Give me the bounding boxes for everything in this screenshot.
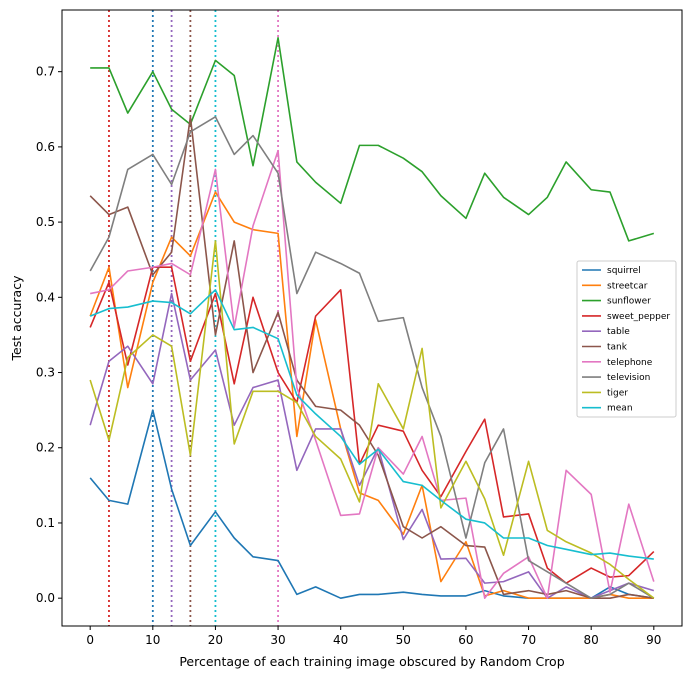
x-axis-label: Percentage of each training image obscur…: [179, 654, 564, 669]
legend-label: streetcar: [607, 281, 648, 291]
series-lines: [89, 37, 655, 599]
legend-label: sweet_pepper: [607, 312, 670, 322]
y-axis-label: Test accuracy: [9, 275, 24, 362]
x-tick-label: 10: [145, 633, 160, 647]
legend-label: telephone: [607, 358, 653, 368]
x-tick-label: 20: [208, 633, 223, 647]
x-axis: 0 10 20 30 40 50 60 70 80 90: [86, 626, 661, 647]
legend-entry-tank: tank: [582, 343, 628, 353]
legend-label: television: [607, 373, 650, 383]
x-tick-label: 50: [396, 633, 411, 647]
legend-entry-table: table: [582, 327, 630, 337]
y-tick-label: 0.3: [36, 366, 55, 380]
legend-label: table: [607, 327, 630, 337]
y-axis: 0.0 0.1 0.2 0.3 0.4 0.5 0.6 0.7: [36, 65, 62, 605]
legend-entry-tiger: tiger: [582, 388, 628, 398]
plot-area-frame: [61, 9, 683, 627]
x-tick-label: 70: [521, 633, 536, 647]
legend-label: tank: [607, 343, 628, 353]
series-line-television: [89, 116, 655, 599]
y-tick-label: 0.4: [36, 290, 55, 304]
series-line-telephone: [90, 149, 655, 599]
series-line-mean: [89, 288, 654, 560]
x-tick-label: 80: [584, 633, 599, 647]
legend-entry-mean: mean: [582, 404, 633, 414]
legend-entry-telephone: telephone: [582, 358, 653, 368]
legend-entry-sunflower: sunflower: [582, 297, 651, 307]
legend-entry-streetcar: streetcar: [582, 281, 648, 291]
series-line-sunflower: [90, 37, 655, 242]
legend-label: tiger: [607, 388, 628, 398]
legend-frame: [576, 260, 677, 418]
series-line-tiger: [89, 240, 655, 599]
legend: squirrel streetcar sunflower sweet_pepperta…: [576, 260, 677, 418]
y-tick-label: 0.6: [36, 140, 55, 154]
legend-entry-squirrel: squirrel: [582, 266, 641, 276]
x-tick-label: 40: [333, 633, 348, 647]
legend-entry-television: television: [582, 373, 650, 383]
legend-label: squirrel: [607, 266, 641, 276]
y-tick-label: 0.5: [36, 215, 55, 229]
y-tick-label: 0.7: [36, 65, 55, 79]
y-tick-label: 0.2: [36, 441, 55, 455]
legend-entry-sweet-pepper: sweet_pepper: [582, 312, 670, 322]
x-tick-label: 0: [86, 633, 94, 647]
x-tick-label: 60: [458, 633, 473, 647]
y-tick-label: 0.1: [36, 516, 55, 530]
y-tick-label: 0.0: [36, 591, 55, 605]
x-tick-label: 30: [270, 633, 285, 647]
legend-label: mean: [607, 404, 633, 414]
x-tick-label: 90: [646, 633, 661, 647]
legend-label: sunflower: [607, 297, 651, 307]
series-line-streetcar: [89, 191, 654, 599]
